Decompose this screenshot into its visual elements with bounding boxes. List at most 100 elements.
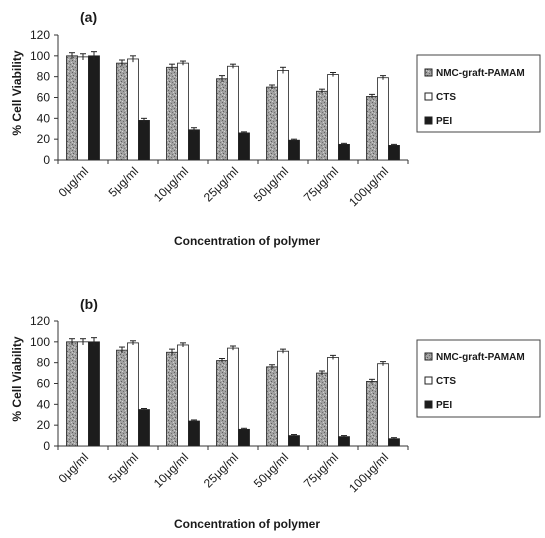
error-bar-nmc-graft-pamam: [69, 338, 75, 345]
bar-cts: [377, 77, 389, 161]
bar-pei: [188, 420, 200, 447]
bar-cts: [77, 56, 89, 161]
legend-swatch-nmc: [424, 352, 433, 361]
error-bar-cts: [80, 338, 86, 345]
legend-swatch-nmc: [424, 68, 433, 77]
bar-nmc-graft-pamam: [66, 55, 78, 161]
error-bar-nmc-graft-pamam: [119, 59, 125, 67]
error-bar-cts: [180, 60, 186, 66]
legend: NMC-graft-PAMAM CTS PEI: [416, 54, 541, 133]
legend-swatch-cts: [424, 376, 433, 385]
x-tick-label: 75μg/ml: [301, 450, 341, 490]
error-bar-nmc-graft-pamam: [369, 93, 375, 99]
bar-pei: [238, 428, 250, 447]
legend-label-pei: PEI: [436, 400, 452, 411]
error-bar-cts: [380, 361, 386, 366]
error-bar-nmc-graft-pamam: [219, 75, 225, 82]
error-bar-nmc-graft-pamam: [219, 358, 225, 363]
bar-pei: [388, 438, 400, 447]
panel-b: (b) % Cell Viability Concentration of po…: [10, 296, 541, 531]
bar-nmc-graft-pamam: [366, 381, 378, 447]
error-bar-pei: [341, 435, 347, 438]
error-bar-nmc-graft-pamam: [269, 84, 275, 90]
error-bar-nmc-graft-pamam: [319, 370, 325, 376]
bar-nmc-graft-pamam: [216, 78, 228, 161]
error-bar-pei: [341, 142, 347, 146]
x-tick-label: 25μg/ml: [201, 164, 241, 204]
error-bar-pei: [191, 127, 197, 132]
error-bar-cts: [180, 342, 186, 348]
error-bar-cts: [230, 63, 236, 69]
bar-nmc-graft-pamam: [316, 372, 328, 447]
panel-label: (b): [80, 296, 98, 312]
legend-swatch-pei: [424, 400, 433, 409]
panel-a: (a) % Cell Viability Concentration of po…: [10, 9, 541, 248]
bar-pei: [288, 435, 300, 447]
panel-label: (a): [80, 9, 97, 25]
y-tick-label: 80: [37, 356, 51, 370]
error-bar-pei: [91, 337, 97, 346]
y-tick-label: 120: [30, 314, 50, 328]
y-tick-label: 40: [37, 111, 51, 125]
y-tick-label: 60: [37, 91, 51, 105]
error-bar-cts: [280, 348, 286, 354]
error-bar-pei: [91, 51, 97, 60]
y-tick-label: 80: [37, 70, 51, 84]
bar-cts: [277, 350, 289, 447]
bar-cts: [177, 62, 189, 161]
error-bar-cts: [80, 53, 86, 60]
bar-nmc-graft-pamam: [216, 360, 228, 447]
x-tick-label: 100μg/ml: [346, 450, 391, 495]
error-bar-nmc-graft-pamam: [369, 378, 375, 384]
x-tick-label: 50μg/ml: [251, 164, 291, 204]
bar-nmc-graft-pamam: [266, 366, 278, 447]
y-tick-label: 0: [43, 439, 50, 453]
error-bar-nmc-graft-pamam: [169, 348, 175, 356]
error-bar-cts: [330, 72, 336, 77]
y-axis-title: % Cell Viability: [10, 336, 24, 421]
bar-pei: [88, 55, 100, 161]
error-bar-cts: [330, 354, 336, 360]
bar-nmc-graft-pamam: [66, 341, 78, 447]
x-tick-label: 0μg/ml: [56, 450, 92, 486]
bar-pei: [388, 145, 400, 161]
x-tick-label: 5μg/ml: [106, 450, 142, 486]
error-bar-pei: [191, 419, 197, 423]
error-bar-pei: [291, 138, 297, 142]
x-axis-title: Concentration of polymer: [174, 234, 320, 248]
error-bar-nmc-graft-pamam: [119, 346, 125, 354]
y-tick-label: 100: [30, 335, 50, 349]
bar-cts: [327, 357, 339, 447]
y-tick-label: 40: [37, 397, 51, 411]
x-axis-title: Concentration of polymer: [174, 517, 320, 531]
y-axis-title: % Cell Viability: [10, 50, 24, 135]
bar-pei: [138, 120, 150, 161]
bar-nmc-graft-pamam: [116, 62, 128, 161]
bar-cts: [77, 341, 89, 447]
bar-pei: [338, 143, 350, 161]
bar-pei: [338, 436, 350, 447]
error-bar-pei: [291, 434, 297, 437]
y-tick-label: 20: [37, 418, 51, 432]
bar-nmc-graft-pamam: [116, 349, 128, 447]
error-bar-cts: [130, 55, 136, 63]
error-bar-pei: [241, 427, 247, 431]
bar-cts: [127, 58, 139, 161]
error-bar-cts: [230, 345, 236, 351]
bar-nmc-graft-pamam: [316, 90, 328, 161]
y-tick-label: 0: [43, 153, 50, 167]
y-tick-label: 100: [30, 49, 50, 63]
plot-area: 0 20 40 60 80 100 120 0μg/ml 5μg/ml 10μg/ml 25μg/m…: [30, 28, 409, 209]
legend-label-nmc: NMC-graft-PAMAM: [436, 352, 525, 363]
error-bar-nmc-graft-pamam: [169, 63, 175, 71]
y-tick-label: 120: [30, 28, 50, 42]
error-bar-pei: [391, 437, 397, 440]
bar-cts: [127, 342, 139, 447]
bar-cts: [227, 347, 239, 447]
error-bar-cts: [380, 75, 386, 80]
bar-cts: [277, 70, 289, 161]
bar-cts: [377, 363, 389, 447]
x-tick-label: 75μg/ml: [301, 164, 341, 204]
bar-pei: [288, 139, 300, 161]
bar-pei: [138, 409, 150, 447]
